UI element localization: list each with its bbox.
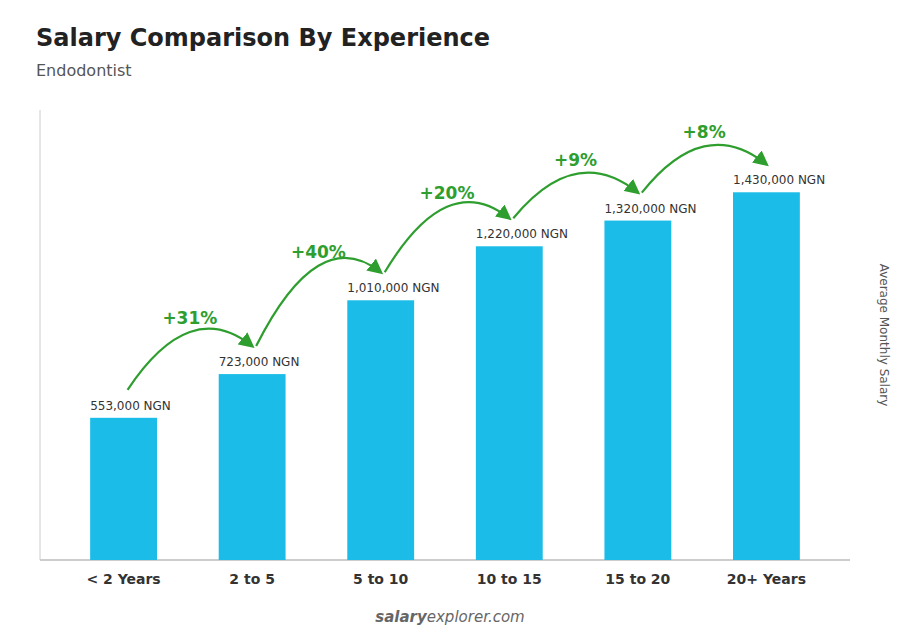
change-label: +40% — [291, 242, 346, 262]
x-tick-label: 2 to 5 — [229, 571, 275, 587]
data-label: 553,000 NGN — [90, 399, 171, 413]
change-arrow — [513, 173, 638, 219]
bar — [733, 192, 800, 560]
bars — [90, 192, 800, 560]
y-axis-label: Average Monthly Salary — [877, 264, 891, 407]
bar — [347, 300, 414, 560]
data-label: 1,430,000 NGN — [733, 173, 825, 187]
data-label: 723,000 NGN — [219, 355, 300, 369]
x-axis-line — [40, 560, 850, 561]
x-tick-label: < 2 Years — [86, 571, 160, 587]
bar — [219, 374, 286, 560]
data-label: 1,320,000 NGN — [604, 202, 696, 216]
bar — [476, 246, 543, 560]
watermark-part: explorer.com — [427, 608, 525, 626]
x-tick-label: 20+ Years — [727, 571, 806, 587]
change-arrow — [128, 329, 253, 390]
x-tick-label: 5 to 10 — [353, 571, 409, 587]
watermark-part: salary — [375, 608, 428, 626]
subtitle: Endodontist — [36, 61, 132, 80]
bar — [90, 418, 157, 560]
title: Salary Comparison By Experience — [36, 24, 490, 52]
change-arrow — [256, 258, 381, 346]
x-tick-label: 10 to 15 — [477, 571, 542, 587]
watermark: salaryexplorer.com — [375, 608, 524, 626]
y-axis-line — [40, 110, 41, 560]
change-arrow — [642, 145, 767, 193]
data-label: 1,220,000 NGN — [476, 227, 568, 241]
change-label: +8% — [683, 122, 726, 142]
bar — [604, 221, 671, 560]
x-tick-label: 15 to 20 — [605, 571, 670, 587]
change-label: +9% — [554, 150, 597, 170]
chart-container: Salary Comparison By Experience Endodonti… — [0, 0, 900, 641]
change-label: +31% — [162, 308, 217, 328]
change-label: +20% — [420, 183, 475, 203]
data-label: 1,010,000 NGN — [347, 281, 439, 295]
change-arrow — [385, 202, 510, 272]
chart-svg: Salary Comparison By Experience Endodonti… — [0, 0, 900, 641]
